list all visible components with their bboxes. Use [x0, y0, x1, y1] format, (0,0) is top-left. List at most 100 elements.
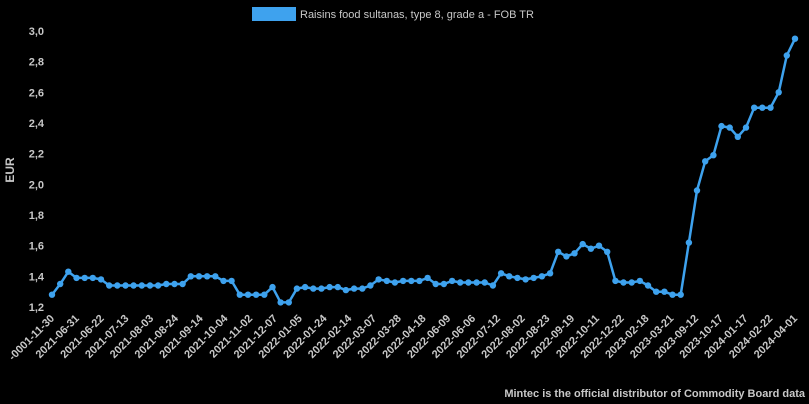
data-point[interactable]	[718, 122, 725, 130]
data-point[interactable]	[653, 288, 660, 295]
data-point[interactable]	[383, 277, 390, 285]
data-point[interactable]	[203, 273, 211, 280]
data-point[interactable]	[163, 280, 170, 288]
data-point[interactable]	[73, 274, 80, 282]
data-point[interactable]	[48, 291, 56, 298]
data-point[interactable]	[122, 282, 129, 289]
data-point[interactable]	[448, 277, 456, 285]
data-point[interactable]	[187, 273, 194, 280]
data-point[interactable]	[236, 291, 243, 298]
data-point[interactable]	[734, 133, 741, 140]
data-point[interactable]	[522, 276, 529, 283]
data-point[interactable]	[130, 282, 137, 289]
y-axis-title: EUR	[3, 157, 17, 183]
data-point[interactable]	[759, 104, 766, 111]
data-point[interactable]	[334, 283, 341, 291]
data-point[interactable]	[171, 280, 178, 288]
data-point[interactable]	[465, 279, 472, 286]
data-point[interactable]	[252, 291, 260, 298]
data-point[interactable]	[293, 285, 301, 292]
data-point[interactable]	[301, 283, 309, 291]
data-point[interactable]	[432, 280, 439, 288]
data-point[interactable]	[440, 280, 448, 288]
data-point[interactable]	[277, 299, 284, 306]
data-point[interactable]	[285, 299, 292, 306]
plot-area	[48, 35, 799, 306]
data-point[interactable]	[342, 286, 350, 294]
data-point[interactable]	[497, 270, 505, 277]
data-point[interactable]	[612, 277, 619, 285]
data-point[interactable]	[677, 291, 684, 298]
data-point[interactable]	[391, 279, 399, 286]
data-point[interactable]	[473, 279, 480, 286]
y-tick-label: 2,6	[29, 87, 44, 99]
data-point[interactable]	[57, 280, 64, 288]
data-point[interactable]	[179, 280, 186, 288]
data-point[interactable]	[212, 273, 219, 280]
data-point[interactable]	[138, 282, 145, 289]
data-point[interactable]	[310, 285, 317, 292]
data-point[interactable]	[244, 291, 252, 298]
data-point[interactable]	[367, 282, 374, 289]
data-point[interactable]	[506, 273, 513, 280]
data-point[interactable]	[154, 282, 162, 289]
data-point[interactable]	[620, 279, 627, 286]
data-point[interactable]	[375, 276, 382, 283]
data-point[interactable]	[195, 273, 203, 280]
data-point[interactable]	[326, 283, 333, 291]
data-point[interactable]	[514, 274, 521, 282]
data-point[interactable]	[628, 279, 635, 286]
data-point[interactable]	[106, 282, 113, 289]
data-point[interactable]	[726, 124, 733, 131]
data-point[interactable]	[228, 277, 235, 285]
y-tick-label: 3,0	[29, 26, 44, 38]
data-point[interactable]	[318, 285, 325, 292]
data-point[interactable]	[693, 187, 701, 194]
data-point[interactable]	[408, 277, 415, 285]
data-point[interactable]	[563, 253, 570, 260]
legend-swatch	[252, 7, 296, 21]
data-point[interactable]	[457, 279, 464, 286]
data-point[interactable]	[587, 245, 595, 252]
data-point[interactable]	[481, 279, 488, 286]
data-point[interactable]	[644, 282, 652, 289]
data-point[interactable]	[146, 282, 154, 289]
data-point[interactable]	[399, 277, 407, 285]
data-point[interactable]	[579, 240, 586, 248]
data-point[interactable]	[65, 268, 72, 275]
data-point[interactable]	[261, 291, 268, 298]
data-point[interactable]	[669, 291, 676, 298]
data-point[interactable]	[775, 89, 782, 96]
data-point[interactable]	[685, 239, 693, 246]
data-point[interactable]	[555, 248, 562, 255]
data-point[interactable]	[636, 277, 644, 285]
data-point[interactable]	[767, 104, 774, 111]
data-point[interactable]	[546, 270, 554, 277]
data-point[interactable]	[97, 276, 105, 283]
data-point[interactable]	[661, 288, 668, 295]
data-point[interactable]	[791, 35, 799, 42]
y-tick-label: 2,2	[29, 149, 44, 161]
legend[interactable]: Raisins food sultanas, type 8, grade a -…	[252, 7, 534, 21]
data-point[interactable]	[783, 52, 790, 59]
data-point[interactable]	[751, 104, 758, 111]
data-point[interactable]	[530, 274, 537, 282]
data-point[interactable]	[538, 273, 546, 280]
data-point[interactable]	[89, 274, 97, 282]
data-point[interactable]	[595, 242, 603, 249]
data-point[interactable]	[702, 158, 709, 165]
data-point[interactable]	[81, 274, 88, 282]
data-point[interactable]	[489, 282, 497, 289]
data-point[interactable]	[416, 277, 423, 285]
data-point[interactable]	[424, 274, 431, 282]
data-point[interactable]	[350, 285, 358, 292]
data-point[interactable]	[114, 282, 121, 289]
data-point[interactable]	[742, 124, 750, 131]
data-point[interactable]	[359, 285, 366, 292]
data-point[interactable]	[220, 277, 227, 285]
data-point[interactable]	[269, 283, 276, 291]
y-tick-label: 1,2	[29, 302, 44, 314]
data-point[interactable]	[604, 248, 611, 255]
data-point[interactable]	[571, 250, 578, 257]
data-point[interactable]	[710, 152, 717, 159]
